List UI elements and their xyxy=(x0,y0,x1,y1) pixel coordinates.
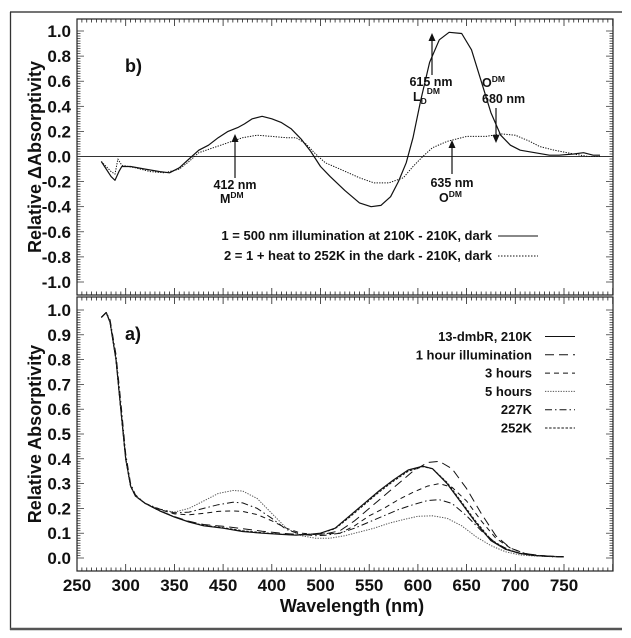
x-tick-label: 500 xyxy=(306,576,334,595)
panel-a-y-axis-title: Relative Absorptivity xyxy=(25,345,45,523)
panel-b-delta-absorptivity: 1.0 0.8 0.6 0.4 0.2 0.0 -0.2 -0.4 -0.6 -0.8 -1.0 R… xyxy=(25,18,614,296)
y-tick-label: 0.2 xyxy=(47,499,71,518)
annotation-635-nm-text: 635 nm xyxy=(430,176,473,190)
arrow-up-icon xyxy=(231,134,239,142)
series-line xyxy=(100,312,565,558)
series-line xyxy=(100,133,600,184)
arrow-up-icon xyxy=(448,140,456,148)
y-tick-label: -0.2 xyxy=(42,173,71,192)
panel-a-x-tick-labels: 250 300 350 450 400 500 550 600 650 700 750 xyxy=(63,576,578,595)
panel-a-frame xyxy=(76,296,614,572)
legend-a-entry: 5 hours xyxy=(485,384,532,399)
panel-a-label: a) xyxy=(125,324,141,344)
y-tick-label: 0.4 xyxy=(47,450,71,469)
annotation-680nm: ODM 680 nm xyxy=(482,74,525,143)
panel-a-absorptivity: 1.0 0.9 0.8 0.7 0.6 0.5 0.4 0.3 0.2 0.1 0.0 250 300… xyxy=(25,296,614,616)
y-tick-label: 0.8 xyxy=(47,47,71,66)
arrow-up-icon xyxy=(428,33,436,41)
panel-b-legend: 1 = 500 nm illumination at 210K - 210K, … xyxy=(221,228,538,263)
y-tick-label: 0.9 xyxy=(47,326,71,345)
x-tick-label: 250 xyxy=(63,576,91,595)
y-tick-label: 1.0 xyxy=(47,301,71,320)
arrow-down-icon xyxy=(492,135,500,143)
annotation-615-nm-text: 615 nm xyxy=(409,75,452,89)
annotation-635-state: ODM xyxy=(439,189,462,205)
panel-a-series xyxy=(100,311,565,558)
y-tick-label: 0.2 xyxy=(47,122,71,141)
y-tick-label: 0.3 xyxy=(47,475,71,494)
panel-b-y-axis-title: Relative ΔAbsorptivity xyxy=(25,61,45,253)
annotation-412nm: 412 nm MDM xyxy=(213,134,257,206)
y-tick-label: 0.0 xyxy=(47,549,71,568)
annotation-615nm: 615 nm LDDM xyxy=(409,33,453,106)
panel-b-label: b) xyxy=(125,56,142,76)
x-tick-label: 300 xyxy=(112,576,140,595)
y-tick-label: 0.6 xyxy=(47,400,71,419)
y-tick-label: 0.7 xyxy=(47,375,71,394)
legend-b-entry-2: 2 = 1 + heat to 252K in the dark - 210K,… xyxy=(224,248,493,263)
annotation-412-state: MDM xyxy=(220,190,244,206)
x-tick-label: 700 xyxy=(501,576,529,595)
y-tick-label: 1.0 xyxy=(47,22,71,41)
y-tick-label: 0.1 xyxy=(47,524,71,543)
y-tick-label: 0.8 xyxy=(47,351,71,370)
y-tick-label: -1.0 xyxy=(42,273,71,292)
x-tick-label: 750 xyxy=(550,576,578,595)
legend-a-entry: 1 hour illumination xyxy=(416,347,532,362)
x-tick-label: 450 xyxy=(209,576,237,595)
legend-a-entry: 3 hours xyxy=(485,366,532,381)
annotation-615-state: LDDM xyxy=(413,86,440,106)
panel-a-ticks xyxy=(76,297,614,571)
y-tick-label: -0.4 xyxy=(42,198,72,217)
panel-a-legend: 13-dmbR, 210K 1 hour illumination 3 hours 5… xyxy=(416,329,575,436)
y-tick-label: -0.6 xyxy=(42,223,71,242)
annotation-680-state: ODM xyxy=(482,74,505,90)
x-tick-label: 350 xyxy=(160,576,188,595)
y-tick-label: 0.0 xyxy=(47,148,71,167)
series-line xyxy=(100,31,600,208)
annotation-412-nm-text: 412 nm xyxy=(213,178,256,192)
panel-b-series xyxy=(100,31,600,208)
legend-a-entry: 252K xyxy=(501,421,533,436)
x-axis-title: Wavelength (nm) xyxy=(280,596,424,616)
annotation-635nm: 635 nm ODM xyxy=(430,140,474,205)
panel-b-y-tick-labels: 1.0 0.8 0.6 0.4 0.2 0.0 -0.2 -0.4 -0.6 -0.8 -1.0 xyxy=(42,22,72,292)
panel-a-y-tick-labels: 1.0 0.9 0.8 0.7 0.6 0.5 0.4 0.3 0.2 0.1 0.0 xyxy=(47,301,71,568)
legend-b-entry-1: 1 = 500 nm illumination at 210K - 210K, … xyxy=(221,228,492,243)
x-tick-label: 550 xyxy=(355,576,383,595)
legend-a-entry: 13-dmbR, 210K xyxy=(438,329,533,344)
legend-a-entry: 227K xyxy=(501,402,533,417)
x-tick-label: 650 xyxy=(452,576,480,595)
panel-b-ticks xyxy=(76,19,614,295)
y-tick-label: -0.8 xyxy=(42,248,71,267)
annotation-680-nm-text: 680 nm xyxy=(482,92,525,106)
y-tick-label: 0.6 xyxy=(47,72,71,91)
y-tick-label: 0.4 xyxy=(47,97,71,116)
y-tick-label: 0.5 xyxy=(47,425,71,444)
series-line xyxy=(100,312,565,558)
x-tick-label: 600 xyxy=(404,576,432,595)
x-tick-label: 400 xyxy=(258,576,286,595)
